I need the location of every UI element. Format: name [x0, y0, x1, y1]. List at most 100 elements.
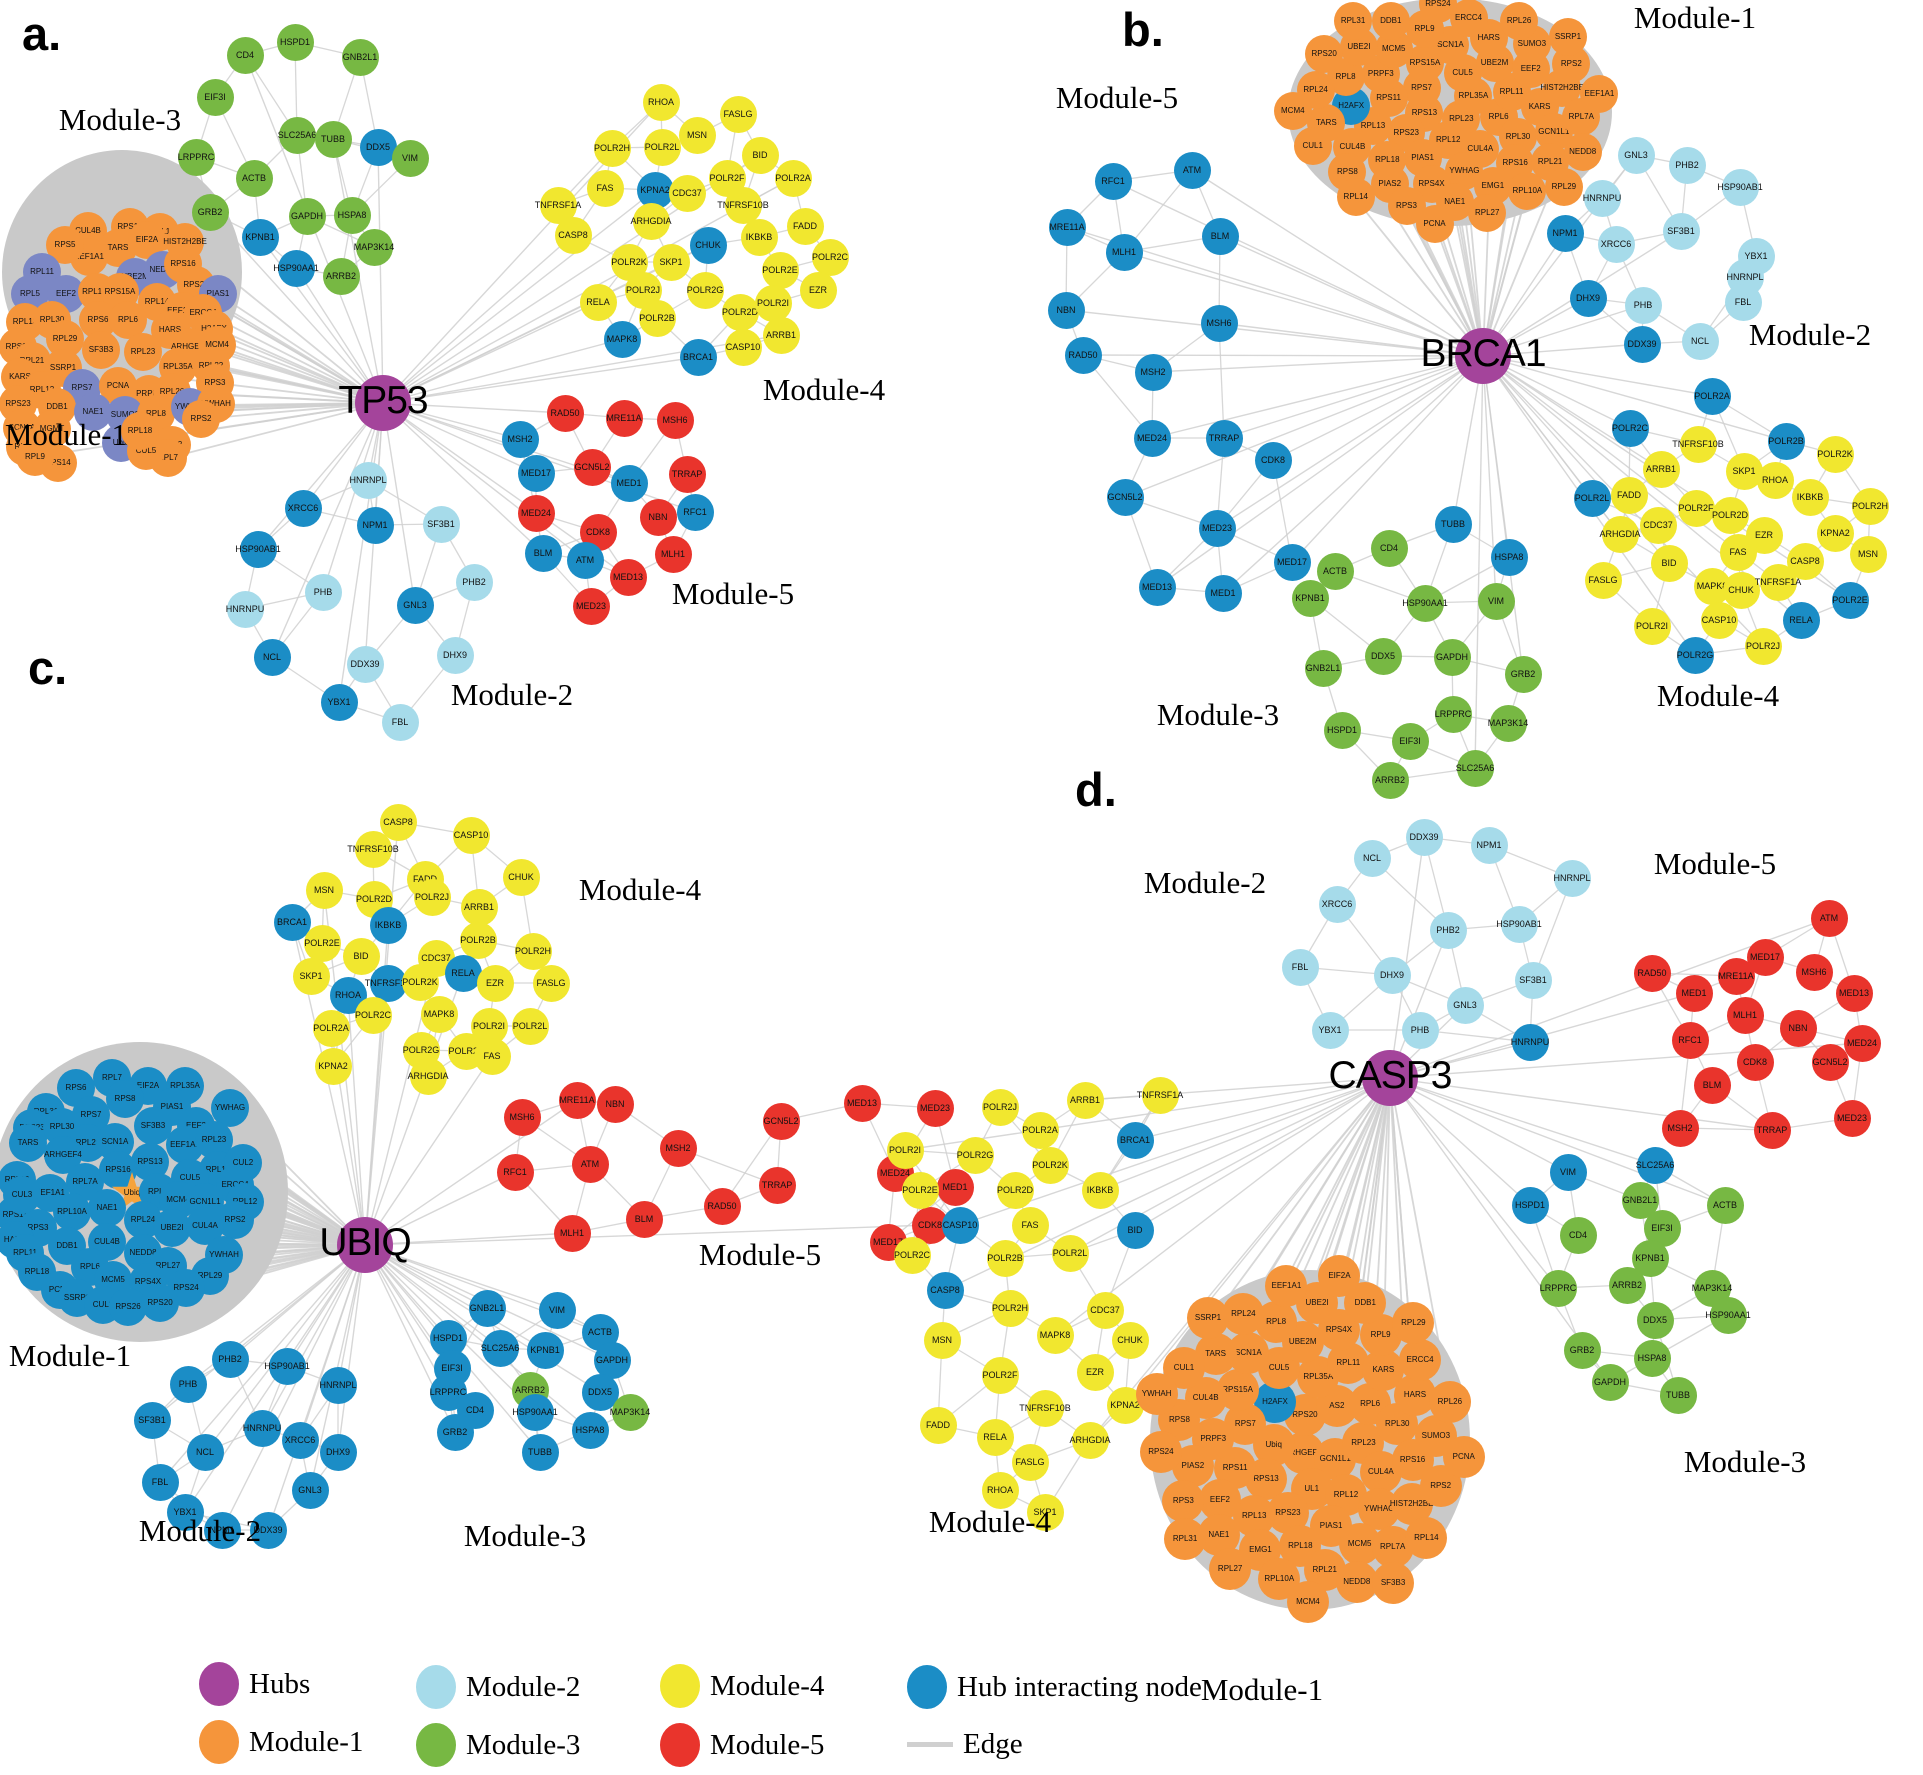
- node-MED13: MED13: [843, 1084, 881, 1122]
- node-label: POLR2H: [593, 142, 630, 153]
- node-POLR2H: POLR2H: [1851, 487, 1889, 525]
- node-NPM1: NPM1: [1546, 214, 1584, 252]
- node-label: POLR2J: [1745, 640, 1780, 651]
- node-label: NPM1: [209, 1524, 235, 1535]
- node-HNRNPU: HNRNPU: [1511, 1023, 1549, 1061]
- node-label: RPL31: [1172, 1533, 1198, 1543]
- node-POLR2B: POLR2B: [986, 1239, 1024, 1277]
- node-label: RPS13: [1253, 1473, 1279, 1483]
- node-label: GAPDH: [1593, 1376, 1626, 1387]
- node-label: PHB2: [462, 576, 486, 587]
- node-label: GCN5L2: [763, 1115, 799, 1126]
- node-label: MSH2: [507, 433, 533, 444]
- node-label: RAD50: [1068, 349, 1098, 360]
- node-label: MLH1: [559, 1227, 584, 1238]
- node-ATM: ATM: [1173, 151, 1211, 189]
- node-POLR2A: POLR2A: [1021, 1111, 1059, 1149]
- module-label-a-module-2: Module-2: [450, 677, 574, 712]
- node-label: ARRB2: [325, 270, 356, 281]
- node-label: RPS20: [183, 280, 209, 289]
- node-label: UBE2M: [1480, 58, 1509, 68]
- node-label: RHOA: [1761, 474, 1788, 485]
- node-label: HIST2H2BE: [1540, 82, 1584, 92]
- module-label-c-module-4: Module-4: [578, 872, 702, 907]
- node-label: DDX39: [1627, 338, 1657, 349]
- node-VIM: VIM: [538, 1291, 576, 1329]
- node-label: POLR2G: [1676, 649, 1714, 660]
- node-FAS: FAS: [586, 169, 624, 207]
- node-MAPK8: MAPK8: [603, 320, 641, 358]
- node-HNRNPL: HNRNPL: [1553, 859, 1591, 897]
- node-label: MSH6: [1206, 317, 1232, 328]
- node-RPS24: RPS24: [1418, 0, 1457, 23]
- node-label: BRCA1: [682, 351, 713, 362]
- node-label: MRE11A: [559, 1094, 595, 1105]
- node-label: MAPK8: [1039, 1329, 1071, 1340]
- node-label: MCM5: [1381, 44, 1406, 54]
- node-label: MAPK8: [1696, 580, 1728, 591]
- node-ARRB2: ARRB2: [1371, 761, 1409, 799]
- node-label: POLR2D: [996, 1184, 1033, 1195]
- node-PHB: PHB: [169, 1365, 207, 1403]
- node-RPL26: RPL26: [1428, 1381, 1471, 1424]
- node-label: TUBB: [1440, 518, 1465, 529]
- node-KPNB1: KPNB1: [241, 218, 279, 256]
- node-SSRP1: SSRP1: [1548, 18, 1587, 57]
- node-label: EIF2A: [1328, 1271, 1351, 1281]
- node-GCN5L2: GCN5L2: [1811, 1043, 1849, 1081]
- node-label: DDX5: [1642, 1314, 1667, 1325]
- node-HNRNPL: HNRNPL: [319, 1366, 357, 1404]
- node-label: UBE2I: [160, 1223, 184, 1232]
- node-FAS: FAS: [1011, 1206, 1049, 1244]
- node-label: TNFRSF1A: [1136, 1089, 1184, 1100]
- node-label: RPS5: [54, 240, 76, 249]
- node-label: SSRP1: [63, 1293, 91, 1302]
- node-label: SKP1: [299, 970, 323, 981]
- node-label: GAPDH: [595, 1354, 628, 1365]
- node-label: RPL31: [33, 1107, 59, 1116]
- node-TNFRSF1A: TNFRSF1A: [1137, 1076, 1183, 1114]
- node-label: CASP10: [725, 341, 761, 352]
- node-VIM: VIM: [1549, 1153, 1587, 1191]
- node-label: MSN: [314, 884, 334, 895]
- node-label: SSRP1: [49, 363, 77, 372]
- node-label: PIAS1: [1319, 1521, 1343, 1531]
- node-label: CASP8: [558, 229, 588, 240]
- node-label: SLC25A6: [277, 129, 317, 140]
- node-label: HSPA8: [337, 209, 367, 220]
- node-SF3B1: SF3B1: [133, 1401, 171, 1439]
- node-label: GNB2L1: [469, 1302, 505, 1313]
- node-POLR2L: POLR2L: [1573, 479, 1611, 517]
- module-label-c-module-3: Module-3: [463, 1518, 587, 1553]
- node-MED13: MED13: [1835, 974, 1873, 1012]
- node-label: BID: [1127, 1224, 1143, 1235]
- node-ATM: ATM: [571, 1145, 609, 1183]
- node-label: PIAS1: [1411, 153, 1434, 163]
- node-POLR2A: POLR2A: [312, 1009, 350, 1047]
- node-label: PIAS1: [160, 1102, 184, 1111]
- node-MED1: MED1: [1204, 574, 1242, 612]
- node-label: POLR2B: [987, 1252, 1023, 1263]
- node-label: SCN1A: [1437, 40, 1464, 50]
- node-NEDD8: NEDD8: [1563, 132, 1602, 171]
- node-NEDD8: NEDD8: [1335, 1561, 1378, 1604]
- node-label: NAE1: [1444, 197, 1466, 207]
- node-RPL14: RPL14: [1405, 1516, 1448, 1559]
- node-label: MLH1: [1732, 1009, 1757, 1020]
- node-label: CASP8: [930, 1284, 960, 1295]
- node-label: NAE1: [1208, 1529, 1230, 1539]
- node-label: TNFRSF10B: [1672, 438, 1724, 449]
- node-label: NAE1: [96, 1203, 118, 1212]
- node-POLR2K: POLR2K: [401, 963, 439, 1001]
- node-POLR2D: POLR2D: [996, 1171, 1034, 1209]
- node-label: RPL10A: [1264, 1574, 1295, 1584]
- node-POLR2G: POLR2G: [956, 1136, 994, 1174]
- node-label: DDX39: [1409, 831, 1439, 842]
- node-label: RPL11: [30, 267, 54, 276]
- node-HARS: HARS: [1393, 1374, 1436, 1417]
- node-FASLG: FASLG: [1011, 1443, 1049, 1481]
- node-HSPD1: HSPD1: [1323, 711, 1361, 749]
- node-MSH6: MSH6: [1795, 953, 1833, 991]
- node-label: RPL11: [13, 1248, 37, 1257]
- node-label: PHB: [178, 1378, 198, 1389]
